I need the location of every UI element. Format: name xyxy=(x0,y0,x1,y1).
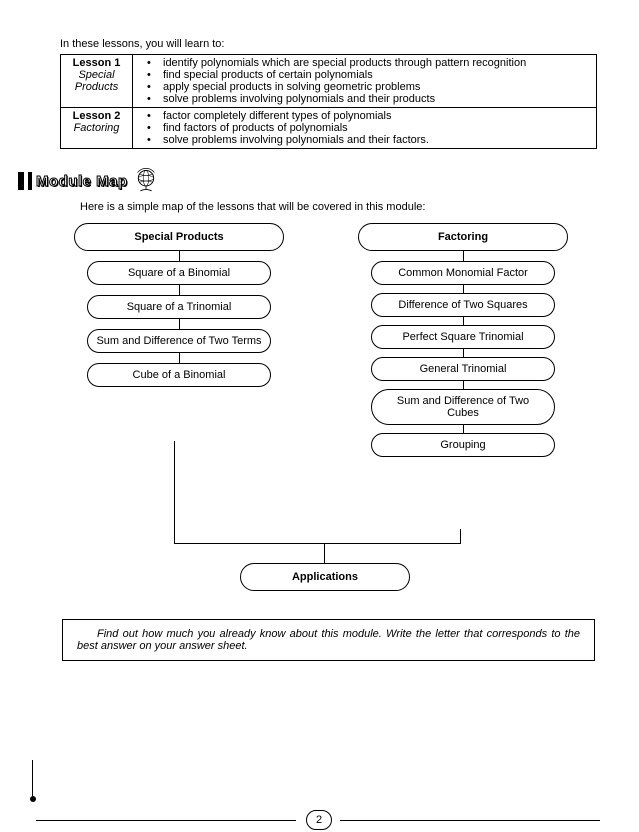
lesson-name: Factoring xyxy=(67,122,126,134)
lesson-number: Lesson 1 xyxy=(67,57,126,69)
map-column-left: Special Products Square of a Binomial Sq… xyxy=(74,223,284,387)
map-node: Grouping xyxy=(371,433,555,457)
list-item: solve problems involving polynomials and… xyxy=(147,134,590,146)
map-node: General Trinomial xyxy=(371,357,555,381)
list-item: find factors of products of polynomials xyxy=(147,122,590,134)
lesson-cell: Lesson 1 Special Products xyxy=(61,55,133,108)
intro-text: In these lessons, you will learn to: xyxy=(60,38,597,50)
connector-line xyxy=(174,543,461,544)
table-row: Lesson 2 Factoring factor completely dif… xyxy=(61,108,597,149)
connector-line xyxy=(324,543,325,563)
map-node: Sum and Difference of Two Cubes xyxy=(371,389,555,425)
decoration-bar xyxy=(18,172,24,190)
lessons-table: Lesson 1 Special Products identify polyn… xyxy=(60,54,597,149)
lesson-objectives: factor completely different types of pol… xyxy=(133,108,597,149)
list-item: find special products of certain polynom… xyxy=(147,69,590,81)
lesson-name: Special Products xyxy=(67,69,126,93)
map-node: Square of a Binomial xyxy=(87,261,271,285)
map-node: Difference of Two Squares xyxy=(371,293,555,317)
lesson-objectives: identify polynomials which are special p… xyxy=(133,55,597,108)
lesson-number: Lesson 2 xyxy=(67,110,126,122)
module-map-diagram: Special Products Square of a Binomial Sq… xyxy=(60,223,597,611)
map-node: Square of a Trinomial xyxy=(87,295,271,319)
corner-dot-icon xyxy=(30,796,36,802)
map-node: Sum and Difference of Two Terms xyxy=(87,329,271,353)
lesson-cell: Lesson 2 Factoring xyxy=(61,108,133,149)
map-node: Cube of a Binomial xyxy=(87,363,271,387)
list-item: solve problems involving polynomials and… xyxy=(147,93,590,105)
footer-line xyxy=(36,820,296,821)
map-node: Perfect Square Trinomial xyxy=(371,325,555,349)
list-item: factor completely different types of pol… xyxy=(147,110,590,122)
table-row: Lesson 1 Special Products identify polyn… xyxy=(61,55,597,108)
module-map-label: Module Map xyxy=(36,173,128,190)
footer-line xyxy=(340,820,600,821)
connector-line xyxy=(174,441,175,543)
list-item: apply special products in solving geomet… xyxy=(147,81,590,93)
map-head-factoring: Factoring xyxy=(358,223,568,251)
module-map-heading: Module Map xyxy=(18,167,597,195)
connector-line xyxy=(460,529,461,543)
instruction-box: Find out how much you already know about… xyxy=(62,619,595,661)
instruction-text: Find out how much you already know about… xyxy=(77,628,580,652)
map-head-special-products: Special Products xyxy=(74,223,284,251)
page-number: 2 xyxy=(306,810,332,830)
list-item: identify polynomials which are special p… xyxy=(147,57,590,69)
map-node-applications: Applications xyxy=(240,563,410,591)
decoration-bar xyxy=(28,172,32,190)
corner-decoration xyxy=(32,760,33,796)
map-column-right: Factoring Common Monomial Factor Differe… xyxy=(358,223,568,457)
globe-icon xyxy=(132,167,160,195)
map-intro-text: Here is a simple map of the lessons that… xyxy=(80,201,597,213)
map-node: Common Monomial Factor xyxy=(371,261,555,285)
